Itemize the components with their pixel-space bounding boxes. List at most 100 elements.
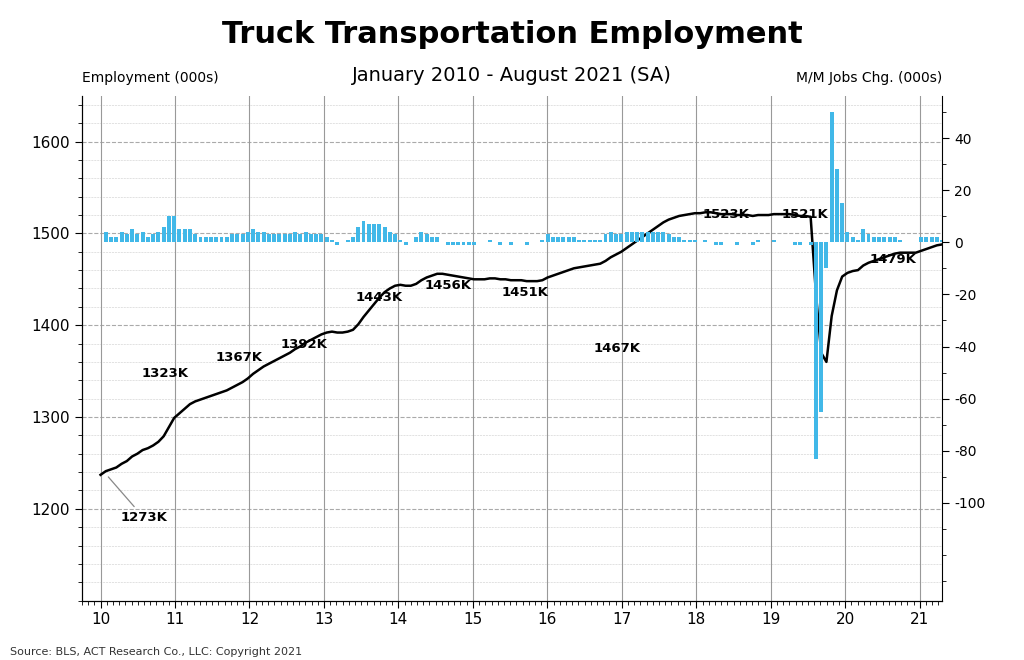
Bar [651, 232, 654, 242]
Bar [667, 234, 671, 242]
Bar [435, 237, 439, 242]
Text: 1451K: 1451K [501, 286, 548, 300]
Bar [630, 232, 634, 242]
Text: 1479K: 1479K [869, 253, 916, 265]
Bar [645, 232, 649, 242]
Bar [219, 237, 223, 242]
Bar [457, 242, 460, 245]
Bar [566, 237, 570, 242]
Bar [236, 234, 240, 242]
Text: 1367K: 1367K [216, 350, 263, 364]
Bar [824, 242, 828, 269]
Bar [278, 234, 282, 242]
Bar [620, 234, 624, 242]
Bar [866, 234, 870, 242]
Bar [372, 224, 376, 242]
Bar [262, 232, 265, 242]
Bar [499, 242, 502, 245]
Bar [625, 232, 629, 242]
Bar [883, 237, 886, 242]
Bar [430, 237, 434, 242]
Text: 1443K: 1443K [355, 291, 402, 304]
Bar [351, 237, 355, 242]
Text: 1323K: 1323K [141, 367, 188, 380]
Bar [103, 232, 108, 242]
Bar [640, 232, 644, 242]
Bar [861, 229, 865, 242]
Bar [898, 240, 902, 242]
Text: 1523K: 1523K [702, 209, 750, 222]
Bar [356, 226, 360, 242]
Bar [319, 234, 324, 242]
Bar [798, 242, 802, 245]
Text: Employment (000s): Employment (000s) [82, 71, 218, 84]
Bar [693, 240, 697, 242]
Bar [445, 242, 450, 245]
Bar [425, 234, 429, 242]
Bar [578, 240, 582, 242]
Bar [856, 240, 860, 242]
Bar [140, 232, 144, 242]
Bar [598, 240, 602, 242]
Bar [940, 240, 944, 242]
Bar [819, 242, 823, 412]
Text: Source: BLS, ACT Research Co., LLC: Copyright 2021: Source: BLS, ACT Research Co., LLC: Copy… [10, 647, 302, 657]
Bar [935, 237, 939, 242]
Bar [956, 240, 959, 242]
Text: M/M Jobs Chg. (000s): M/M Jobs Chg. (000s) [796, 71, 942, 84]
Text: 1273K: 1273K [109, 477, 168, 525]
Bar [267, 234, 270, 242]
Bar [335, 242, 339, 245]
Bar [467, 242, 471, 245]
Bar [871, 237, 876, 242]
Bar [487, 240, 492, 242]
Bar [115, 237, 119, 242]
Bar [246, 232, 250, 242]
Bar [293, 232, 297, 242]
Bar [672, 237, 676, 242]
Bar [462, 242, 466, 245]
Bar [551, 237, 555, 242]
Bar [283, 234, 287, 242]
Bar [188, 229, 191, 242]
Text: January 2010 - August 2021 (SA): January 2010 - August 2021 (SA) [352, 66, 672, 85]
Bar [325, 237, 329, 242]
Bar [177, 229, 181, 242]
Bar [172, 216, 176, 242]
Bar [635, 232, 639, 242]
Bar [241, 234, 245, 242]
Bar [199, 237, 203, 242]
Bar [851, 237, 855, 242]
Bar [298, 234, 302, 242]
Bar [272, 234, 276, 242]
Bar [152, 234, 155, 242]
Bar [120, 232, 124, 242]
Bar [403, 242, 408, 245]
Bar [130, 229, 134, 242]
Bar [572, 237, 575, 242]
Bar [135, 234, 139, 242]
Bar [609, 232, 612, 242]
Bar [230, 234, 234, 242]
Bar [314, 234, 318, 242]
Bar [524, 242, 528, 245]
Bar [388, 232, 392, 242]
Bar [304, 232, 307, 242]
Bar [703, 240, 708, 242]
Bar [893, 237, 897, 242]
Bar [346, 240, 350, 242]
Bar [420, 232, 423, 242]
Bar [167, 216, 171, 242]
Bar [962, 237, 966, 242]
Bar [809, 242, 813, 245]
Bar [888, 237, 892, 242]
Bar [110, 237, 113, 242]
Bar [814, 242, 818, 459]
Bar [367, 224, 371, 242]
Bar [829, 112, 834, 242]
Bar [714, 242, 718, 245]
Bar [309, 234, 313, 242]
Text: 1392K: 1392K [281, 338, 328, 351]
Text: 1456K: 1456K [425, 279, 471, 292]
Bar [835, 170, 839, 242]
